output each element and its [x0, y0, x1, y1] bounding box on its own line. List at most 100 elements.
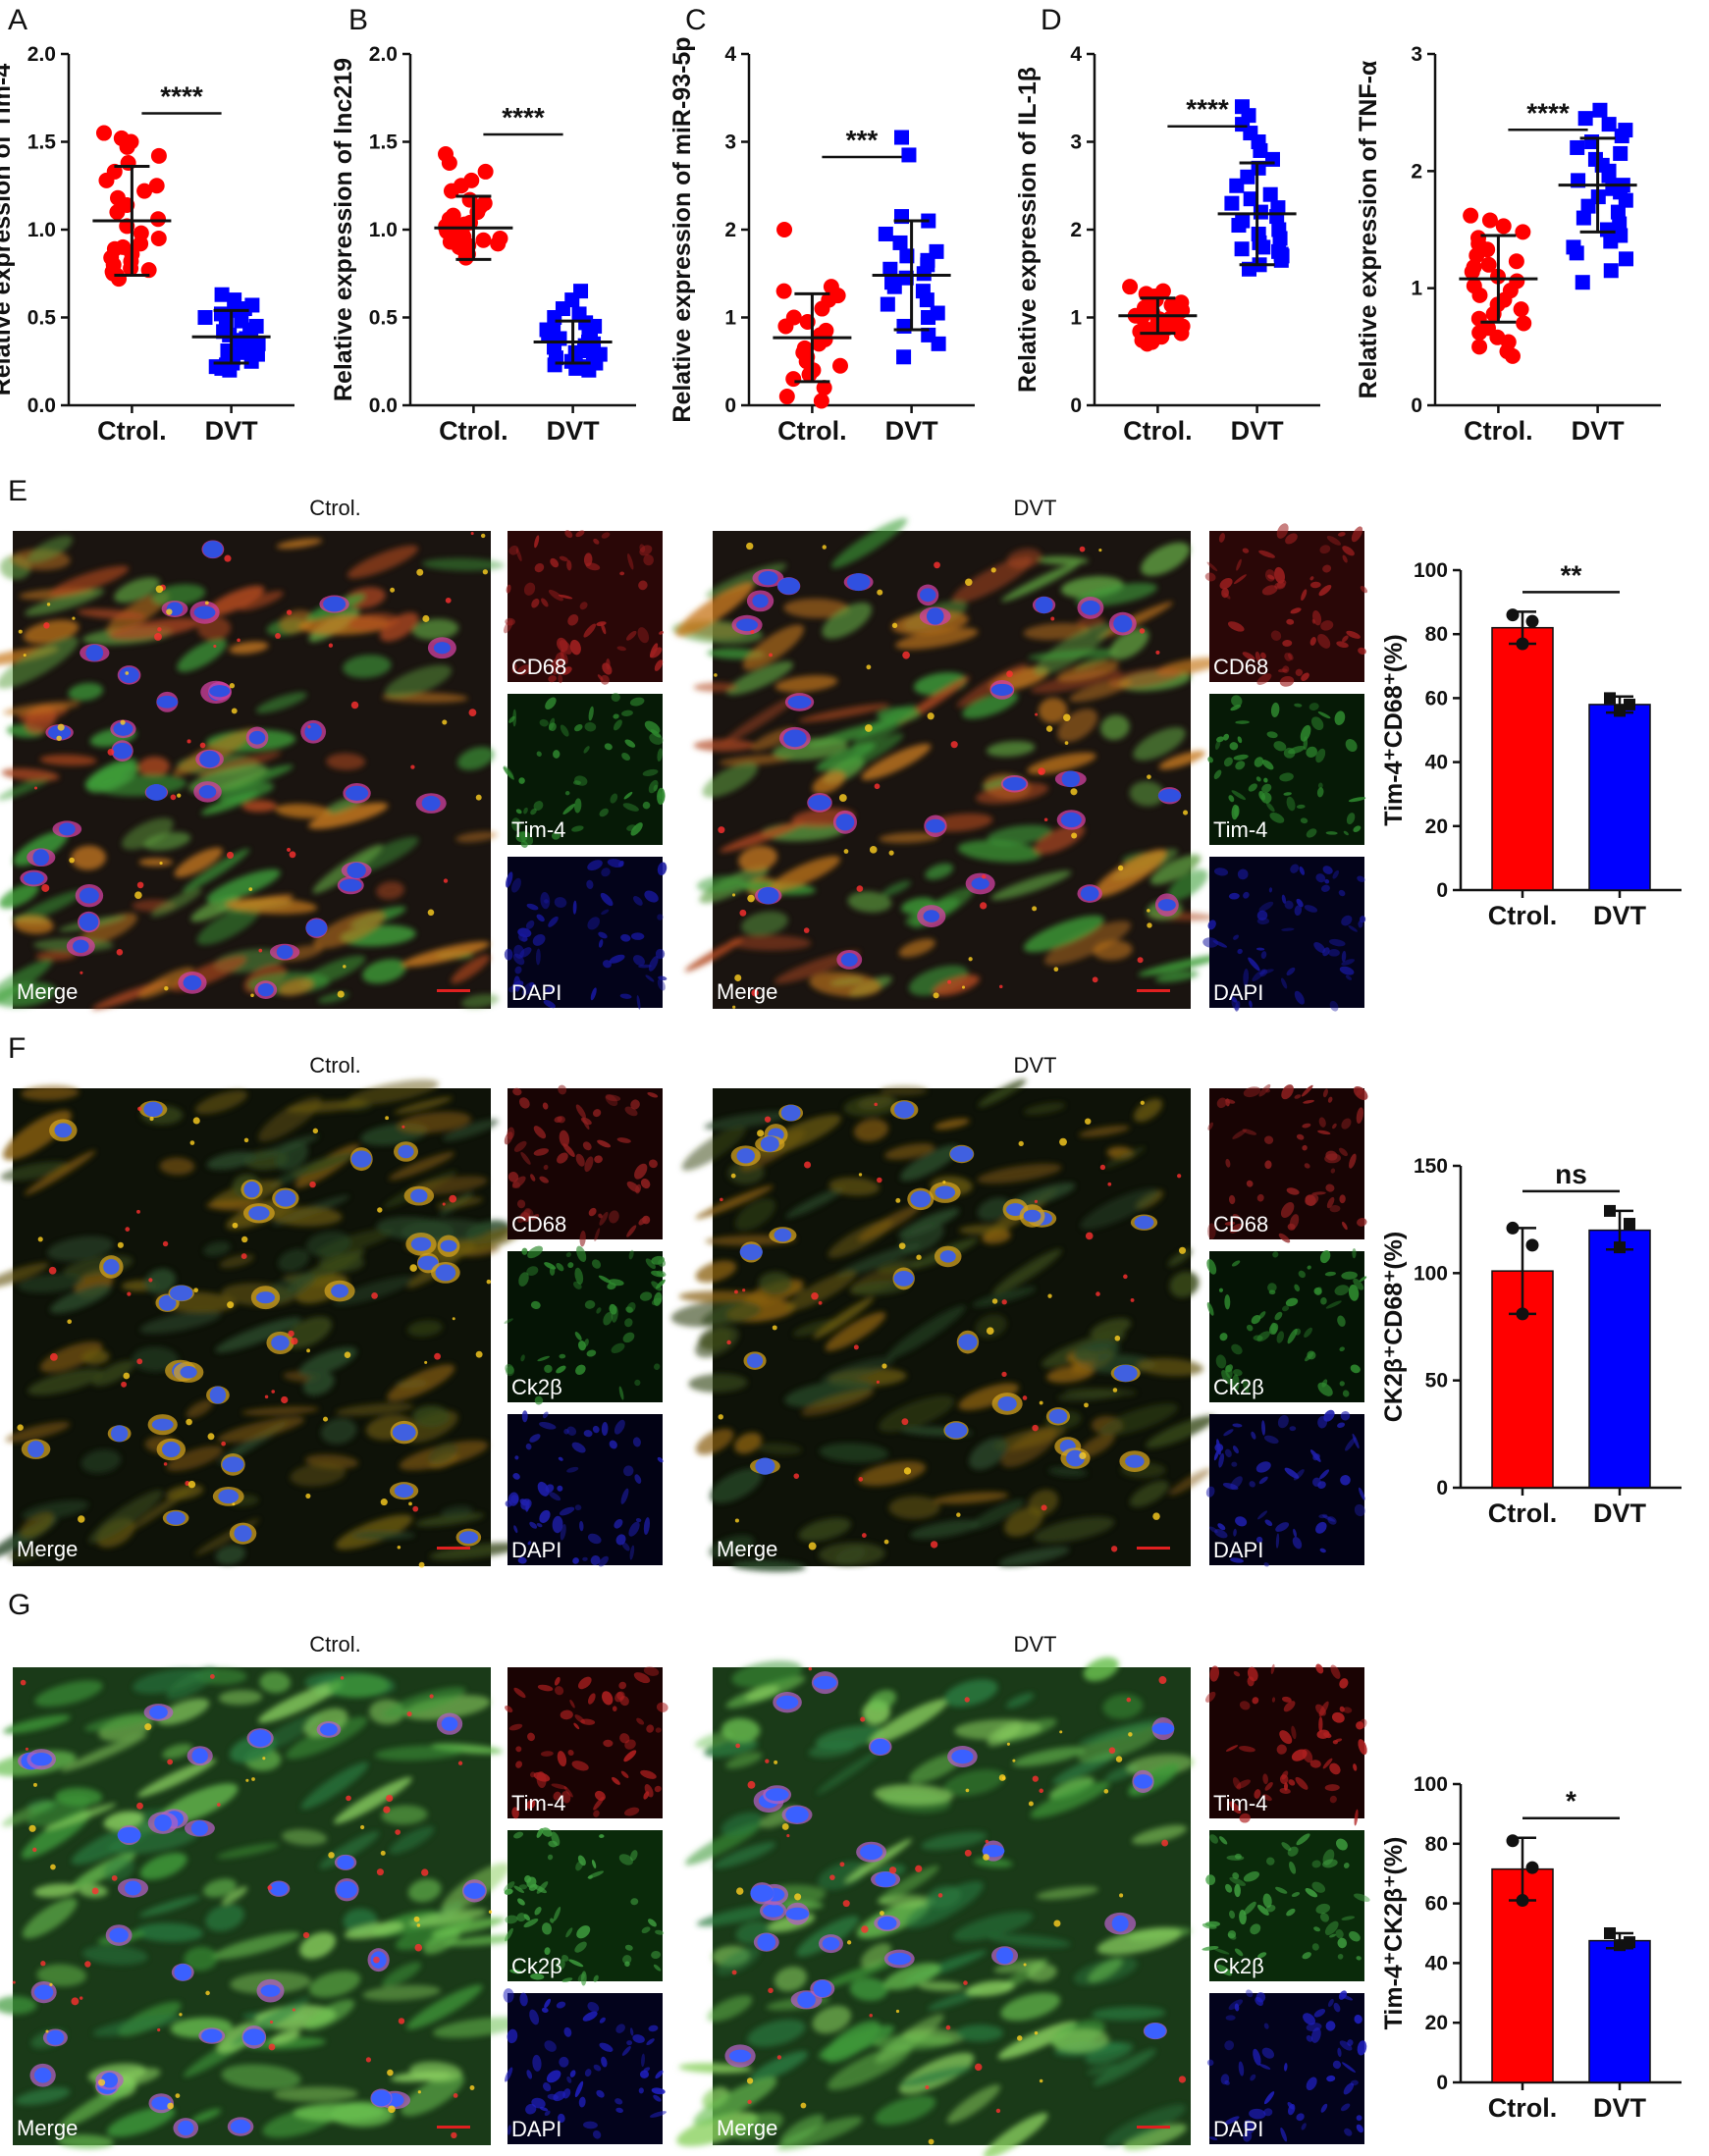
channel-signal	[599, 808, 609, 817]
tissue-fiber	[1048, 1776, 1095, 1800]
channel-signal	[1357, 2040, 1367, 2056]
cell-nucleus	[1111, 1915, 1129, 1932]
data-point	[477, 163, 494, 180]
channel-signal	[1231, 1461, 1238, 1467]
cell-nucleus	[73, 939, 89, 953]
channel-signal	[1273, 741, 1287, 752]
channel-signal	[1325, 1183, 1335, 1192]
tissue-fiber	[255, 692, 307, 713]
tissue-fiber	[707, 1995, 753, 2022]
channel-signal	[639, 2070, 650, 2078]
signal-speck	[1034, 2031, 1039, 2035]
signal-speck	[41, 883, 50, 892]
channel-signal	[1328, 949, 1340, 957]
replicate-point	[1506, 1221, 1520, 1235]
cell-nucleus	[193, 605, 216, 619]
channel-signal	[553, 750, 561, 759]
tissue-fiber	[308, 802, 389, 829]
tissue-fiber	[88, 1490, 163, 1544]
channel-signal	[586, 1349, 597, 1357]
data-point	[150, 211, 167, 228]
channel-signal	[537, 1481, 550, 1497]
channel-signal	[1263, 2108, 1273, 2117]
signal-speck	[240, 1236, 248, 1243]
channel-signal	[1234, 2003, 1240, 2012]
channel-signal	[1242, 1378, 1250, 1394]
channel-signal	[1318, 1701, 1329, 1717]
tissue-fiber	[290, 1462, 347, 1487]
channel-signal	[547, 2093, 559, 2100]
tissue-fiber	[834, 1242, 922, 1279]
channel-signal	[1294, 905, 1303, 917]
cell-nucleus	[1125, 1454, 1145, 1468]
channel-signal	[1231, 695, 1243, 708]
channel-signal	[1246, 1989, 1254, 1998]
channel-background	[507, 694, 663, 845]
cell-nucleus	[757, 1933, 776, 1951]
signal-speck	[901, 1418, 909, 1426]
channel-signal	[525, 920, 535, 929]
channel-signal	[539, 1509, 551, 1523]
signal-speck	[166, 608, 173, 615]
channel-signal	[628, 1521, 640, 1537]
channel-signal	[583, 552, 593, 567]
tissue-fiber	[433, 2017, 524, 2038]
data-point	[1273, 252, 1289, 268]
channel-signal	[1334, 1738, 1343, 1743]
channel-signal	[1229, 1876, 1246, 1886]
data-point	[216, 324, 232, 340]
data-point	[777, 318, 794, 335]
tissue-fiber	[709, 1535, 755, 1558]
channel-signal	[1243, 1086, 1261, 1098]
signal-speck	[860, 1716, 866, 1722]
cell-nucleus	[822, 1936, 840, 1951]
channel-signal	[536, 751, 542, 757]
channel-signal	[587, 1870, 605, 1879]
signal-speck	[764, 1116, 772, 1123]
channel-signal	[1256, 1331, 1270, 1342]
signal-speck	[1112, 1388, 1118, 1393]
signal-speck	[452, 1317, 455, 1321]
tissue-fiber	[431, 1917, 506, 1936]
channel-signal	[1334, 1285, 1350, 1296]
channel-signal	[531, 598, 540, 608]
tissue-fiber	[883, 1143, 935, 1160]
signal-speck	[49, 1352, 58, 1361]
signal-speck	[216, 1803, 221, 1807]
channel-signal	[504, 948, 513, 961]
channel-signal	[1288, 746, 1306, 755]
channel-signal	[1302, 1749, 1313, 1763]
channel-signal	[1206, 1258, 1217, 1275]
channel-signal	[504, 1318, 513, 1324]
channel-signal	[1216, 1964, 1232, 1976]
channel-signal	[1352, 1247, 1357, 1259]
channel-signal	[632, 1437, 641, 1447]
channel-signal	[1285, 533, 1298, 545]
channel-signal	[1348, 1284, 1360, 1301]
channel-signal	[541, 598, 549, 607]
signal-speck	[307, 724, 311, 729]
channel-signal	[1254, 757, 1264, 767]
signal-speck	[842, 1900, 850, 1908]
channel-signal	[599, 2017, 606, 2024]
tissue-fiber	[792, 1319, 838, 1337]
channel-signal	[1317, 1130, 1331, 1135]
channel-signal	[1306, 746, 1317, 758]
channel-signal	[1341, 1221, 1348, 1231]
cell-nucleus	[154, 1814, 172, 1832]
channel-signal	[582, 1556, 588, 1561]
channel-signal	[645, 1258, 656, 1270]
data-point	[148, 178, 165, 194]
signal-speck	[136, 881, 144, 889]
signal-speck	[1098, 549, 1102, 552]
channel-signal	[1207, 757, 1213, 763]
data-point	[1262, 186, 1278, 202]
signal-speck	[207, 1433, 215, 1441]
channel-signal	[1281, 1842, 1292, 1852]
tissue-fiber	[774, 1966, 808, 1992]
signal-speck	[1114, 1335, 1121, 1341]
channel-signal	[1344, 2128, 1353, 2136]
tissue-fiber	[798, 1517, 851, 1542]
tissue-fiber	[0, 1161, 70, 1182]
channel-signal	[1274, 1311, 1283, 1321]
